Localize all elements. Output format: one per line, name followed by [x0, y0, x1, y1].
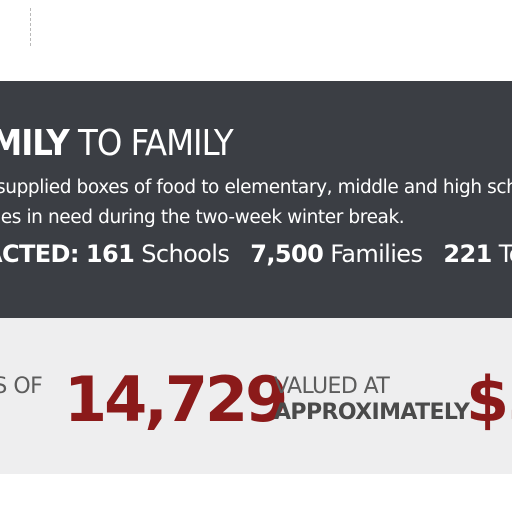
- program-title: MILY TO FAMILY: [0, 123, 234, 164]
- valued-label-line-2: APPROXIMATELY: [274, 400, 470, 425]
- families-count: 7,500: [250, 240, 324, 268]
- stats-band: [0, 318, 512, 474]
- impact-row: ACTED: 161 Schools 7,500 Families 221 To…: [0, 238, 512, 270]
- program-description: supplied boxes of food to elementary, mi…: [0, 173, 512, 233]
- description-line-2: ies in need during the two-week winter b…: [0, 207, 405, 228]
- tons-count: 221: [443, 240, 492, 268]
- program-info-band: [0, 81, 512, 318]
- boxes-label: ES OF D: [0, 374, 43, 426]
- dollar-value: $5: [466, 363, 512, 436]
- description-line-1: supplied boxes of food to elementary, mi…: [0, 177, 512, 198]
- valued-label: VALUED AT APPROXIMATELY: [274, 374, 470, 426]
- valued-label-line-1: VALUED AT: [274, 374, 390, 399]
- schools-count: 161: [85, 240, 135, 268]
- tons-label: Tons of Food: [498, 240, 512, 268]
- schools-label: Schools: [141, 240, 230, 268]
- program-title-bold: MILY: [0, 123, 70, 164]
- boxes-label-line-1: ES OF: [0, 374, 43, 399]
- boxes-label-line-2: D: [0, 400, 42, 426]
- dashed-divider: [30, 8, 31, 46]
- boxes-count: 14,729: [64, 363, 288, 436]
- families-label: Families: [330, 240, 423, 268]
- program-title-light: TO FAMILY: [68, 123, 234, 164]
- impact-label: ACTED:: [0, 240, 79, 268]
